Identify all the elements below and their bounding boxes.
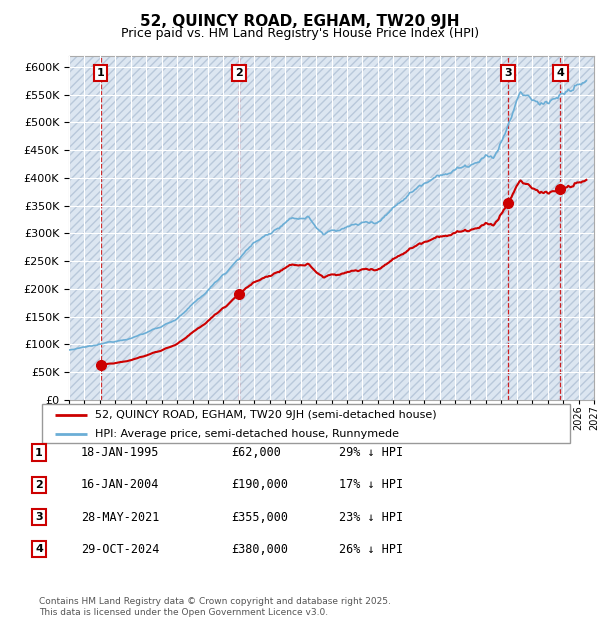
Text: 52, QUINCY ROAD, EGHAM, TW20 9JH: 52, QUINCY ROAD, EGHAM, TW20 9JH (140, 14, 460, 29)
Text: HPI: Average price, semi-detached house, Runnymede: HPI: Average price, semi-detached house,… (95, 429, 399, 439)
Text: 3: 3 (35, 512, 43, 522)
Text: 4: 4 (557, 68, 565, 78)
Text: 17% ↓ HPI: 17% ↓ HPI (339, 479, 403, 491)
Text: 1: 1 (35, 448, 43, 458)
Text: 28-MAY-2021: 28-MAY-2021 (81, 511, 160, 523)
Text: 26% ↓ HPI: 26% ↓ HPI (339, 543, 403, 556)
Text: 29-OCT-2024: 29-OCT-2024 (81, 543, 160, 556)
Text: Price paid vs. HM Land Registry's House Price Index (HPI): Price paid vs. HM Land Registry's House … (121, 27, 479, 40)
Text: 2: 2 (236, 68, 244, 78)
Text: £380,000: £380,000 (231, 543, 288, 556)
Text: 16-JAN-2004: 16-JAN-2004 (81, 479, 160, 491)
Text: 52, QUINCY ROAD, EGHAM, TW20 9JH (semi-detached house): 52, QUINCY ROAD, EGHAM, TW20 9JH (semi-d… (95, 410, 436, 420)
Text: 23% ↓ HPI: 23% ↓ HPI (339, 511, 403, 523)
Text: £190,000: £190,000 (231, 479, 288, 491)
Text: £62,000: £62,000 (231, 446, 281, 459)
Text: Contains HM Land Registry data © Crown copyright and database right 2025.
This d: Contains HM Land Registry data © Crown c… (39, 598, 391, 617)
FancyBboxPatch shape (42, 404, 570, 443)
Text: 18-JAN-1995: 18-JAN-1995 (81, 446, 160, 459)
Text: 4: 4 (35, 544, 43, 554)
Text: 2: 2 (35, 480, 43, 490)
Text: £355,000: £355,000 (231, 511, 288, 523)
Text: 3: 3 (504, 68, 511, 78)
Text: 29% ↓ HPI: 29% ↓ HPI (339, 446, 403, 459)
Text: 1: 1 (97, 68, 104, 78)
